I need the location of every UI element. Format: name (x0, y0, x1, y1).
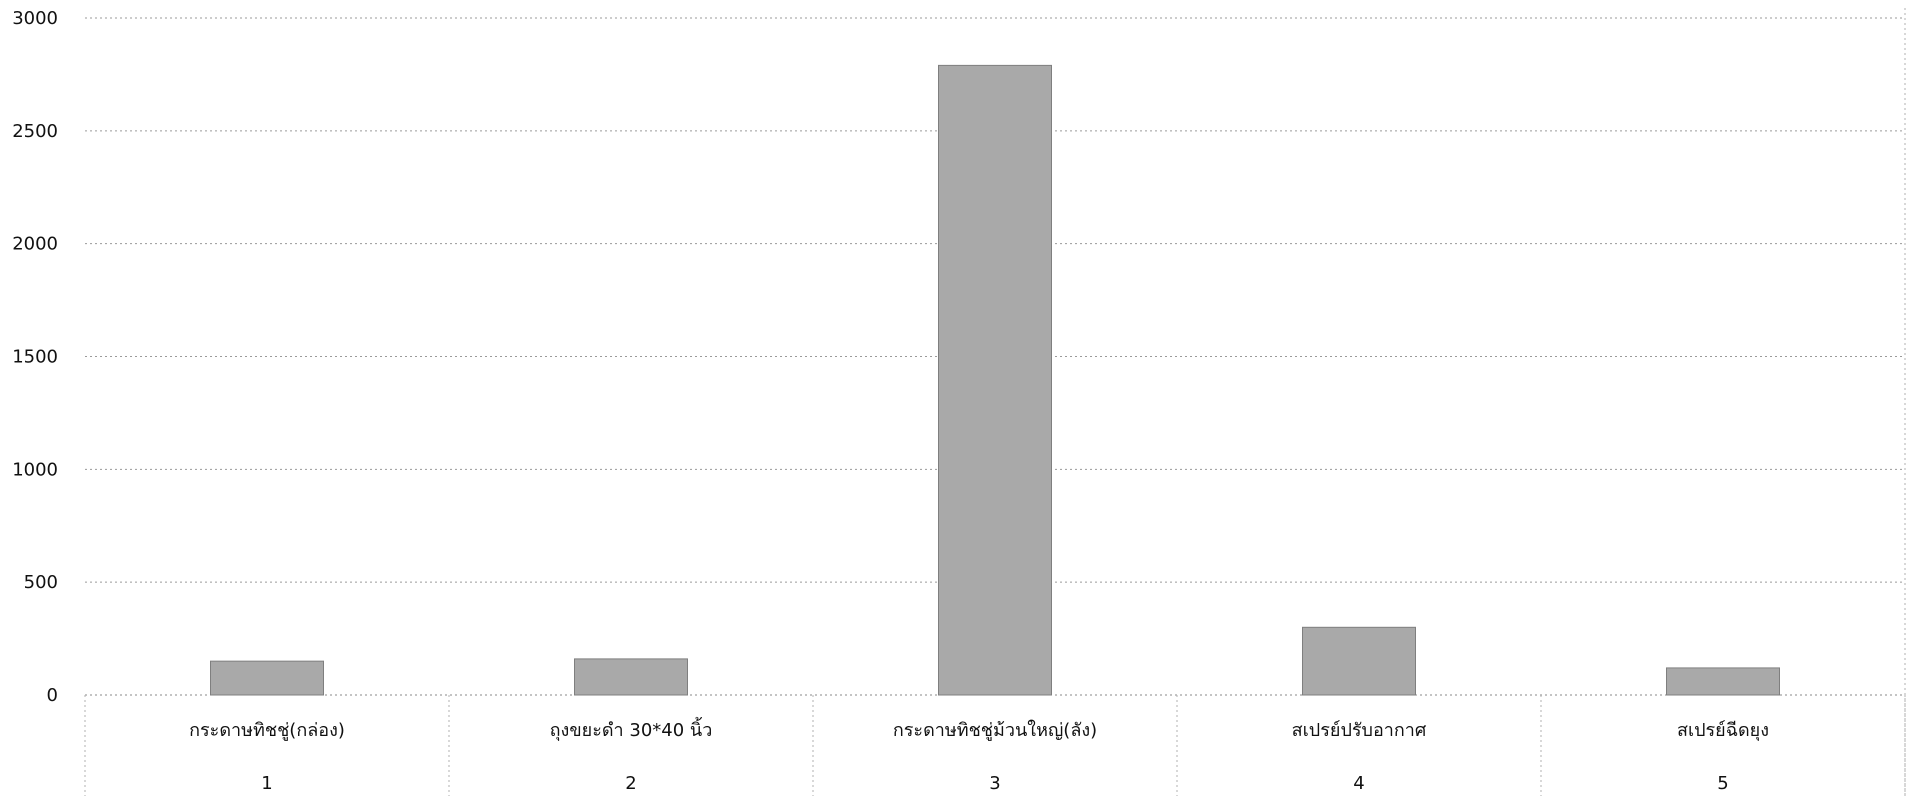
y-tick-label: 3000 (12, 8, 58, 29)
bar-1 (210, 660, 324, 696)
bar-4 (1302, 626, 1416, 696)
x-category-number: 1 (261, 773, 272, 794)
y-tick-label: 2000 (12, 234, 58, 255)
x-category-number: 4 (1353, 773, 1364, 794)
y-axis: 0 500 1000 1500 2000 2500 3000 (12, 8, 58, 706)
x-category-label: สเปรย์ฉีดยุง (1677, 720, 1769, 741)
y-tick-label: 1000 (12, 459, 58, 480)
x-category-number: 5 (1717, 773, 1728, 794)
y-tick-label: 500 (24, 572, 58, 593)
x-category-label: ถุงขยะดำ 30*40 นิ้ว (550, 717, 713, 741)
x-category-number: 2 (625, 773, 636, 794)
x-category-number: 3 (989, 773, 1000, 794)
y-tick-label: 1500 (12, 347, 58, 368)
bars (210, 64, 1780, 696)
y-tick-label: 2500 (12, 121, 58, 142)
bar-2 (574, 658, 688, 696)
x-category-label: กระดาษทิชชู่(กล่อง) (189, 720, 345, 741)
y-tick-label: 0 (47, 685, 58, 706)
x-axis: กระดาษทิชชู่(กล่อง) 1 ถุงขยะดำ 30*40 นิ้ว 2… (189, 717, 1769, 794)
x-category-label: สเปรย์ปรับอากาศ (1292, 720, 1427, 741)
bar-3 (938, 64, 1052, 696)
bar-5 (1666, 667, 1780, 696)
x-category-label: กระดาษทิชชู่ม้วนใหญ่(ลัง) (893, 719, 1097, 741)
